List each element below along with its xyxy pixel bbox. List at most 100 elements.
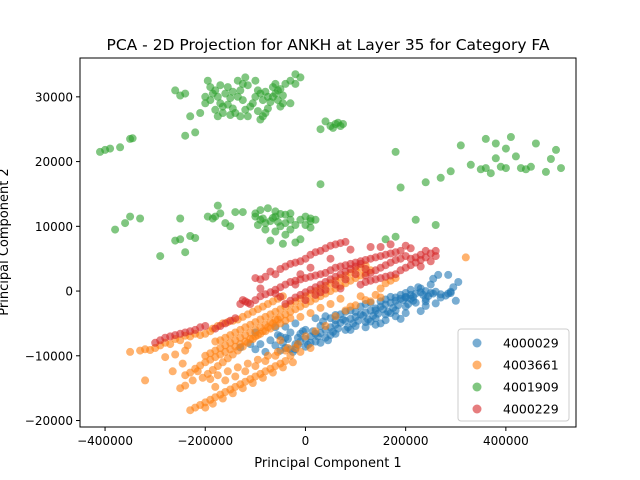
point [273,347,282,356]
x-tick-label: −200000 [177,434,233,448]
point [231,314,240,323]
point [226,222,235,231]
point [176,214,185,223]
point [351,270,360,279]
point [231,208,240,217]
point [296,73,305,82]
point [196,109,205,117]
point [251,345,260,354]
point [261,109,270,117]
point [356,259,365,268]
legend: 4000029 4003661 4001909 4000229 [457,328,570,422]
legend-label: 4003661 [503,358,559,373]
y-tick-label: −10000 [25,349,73,363]
point [296,235,305,244]
point [291,280,300,289]
point [321,312,330,321]
point [396,246,405,255]
point [203,76,212,85]
point [526,162,535,171]
point [449,283,458,292]
point [339,315,347,324]
point [359,311,368,320]
point [286,209,295,218]
point [311,327,320,336]
point [281,357,290,365]
point [271,289,280,298]
point [366,243,375,251]
point [256,115,265,124]
point [301,296,310,305]
point [391,147,400,156]
x-axis-label: Principal Component 1 [254,456,401,471]
y-tick-label: 10000 [35,220,73,234]
point [186,368,195,377]
point [241,73,250,82]
point [181,131,190,140]
point [291,79,300,88]
point [431,221,440,229]
point [276,85,285,94]
point [281,219,290,228]
point [306,309,315,318]
point [106,144,115,153]
point [181,381,190,390]
point [203,212,212,221]
point [386,240,395,249]
point [206,375,215,384]
point [414,283,423,292]
x-tick-label: 400000 [483,434,529,448]
point [271,270,280,279]
point [416,307,425,316]
point [316,125,325,134]
point [396,314,405,323]
point [238,96,247,105]
point [501,164,510,173]
point [251,212,260,221]
point [454,278,463,286]
point [258,214,267,223]
point [511,152,520,161]
point [171,350,180,359]
point [218,109,227,117]
point [349,319,358,328]
chart-title: PCA - 2D Projection for ANKH at Layer 35… [106,36,549,54]
point [191,128,200,137]
x-tick-label: −400000 [77,434,133,448]
point [481,164,490,173]
point [451,296,460,305]
point [263,204,272,213]
point [201,322,210,330]
point [236,86,245,95]
point [126,347,135,356]
legend-label: 4000029 [503,336,559,351]
point [206,83,215,92]
point [446,167,455,176]
point [291,221,300,229]
point [501,144,510,153]
point [396,254,405,263]
point [316,338,325,347]
point [171,86,180,95]
point [243,81,252,90]
point [126,212,135,221]
point [283,335,292,343]
point [416,262,425,271]
point [336,284,345,293]
point [283,344,292,352]
point [223,367,232,376]
point [429,274,438,283]
point [253,221,262,229]
point [256,284,265,293]
point [201,403,210,412]
point [243,359,252,368]
point [311,314,320,323]
point [161,353,170,362]
point [557,164,565,173]
point [331,312,340,321]
point [266,336,275,345]
legend-label: 4001909 [503,380,559,395]
point [278,239,287,248]
point [228,87,237,96]
